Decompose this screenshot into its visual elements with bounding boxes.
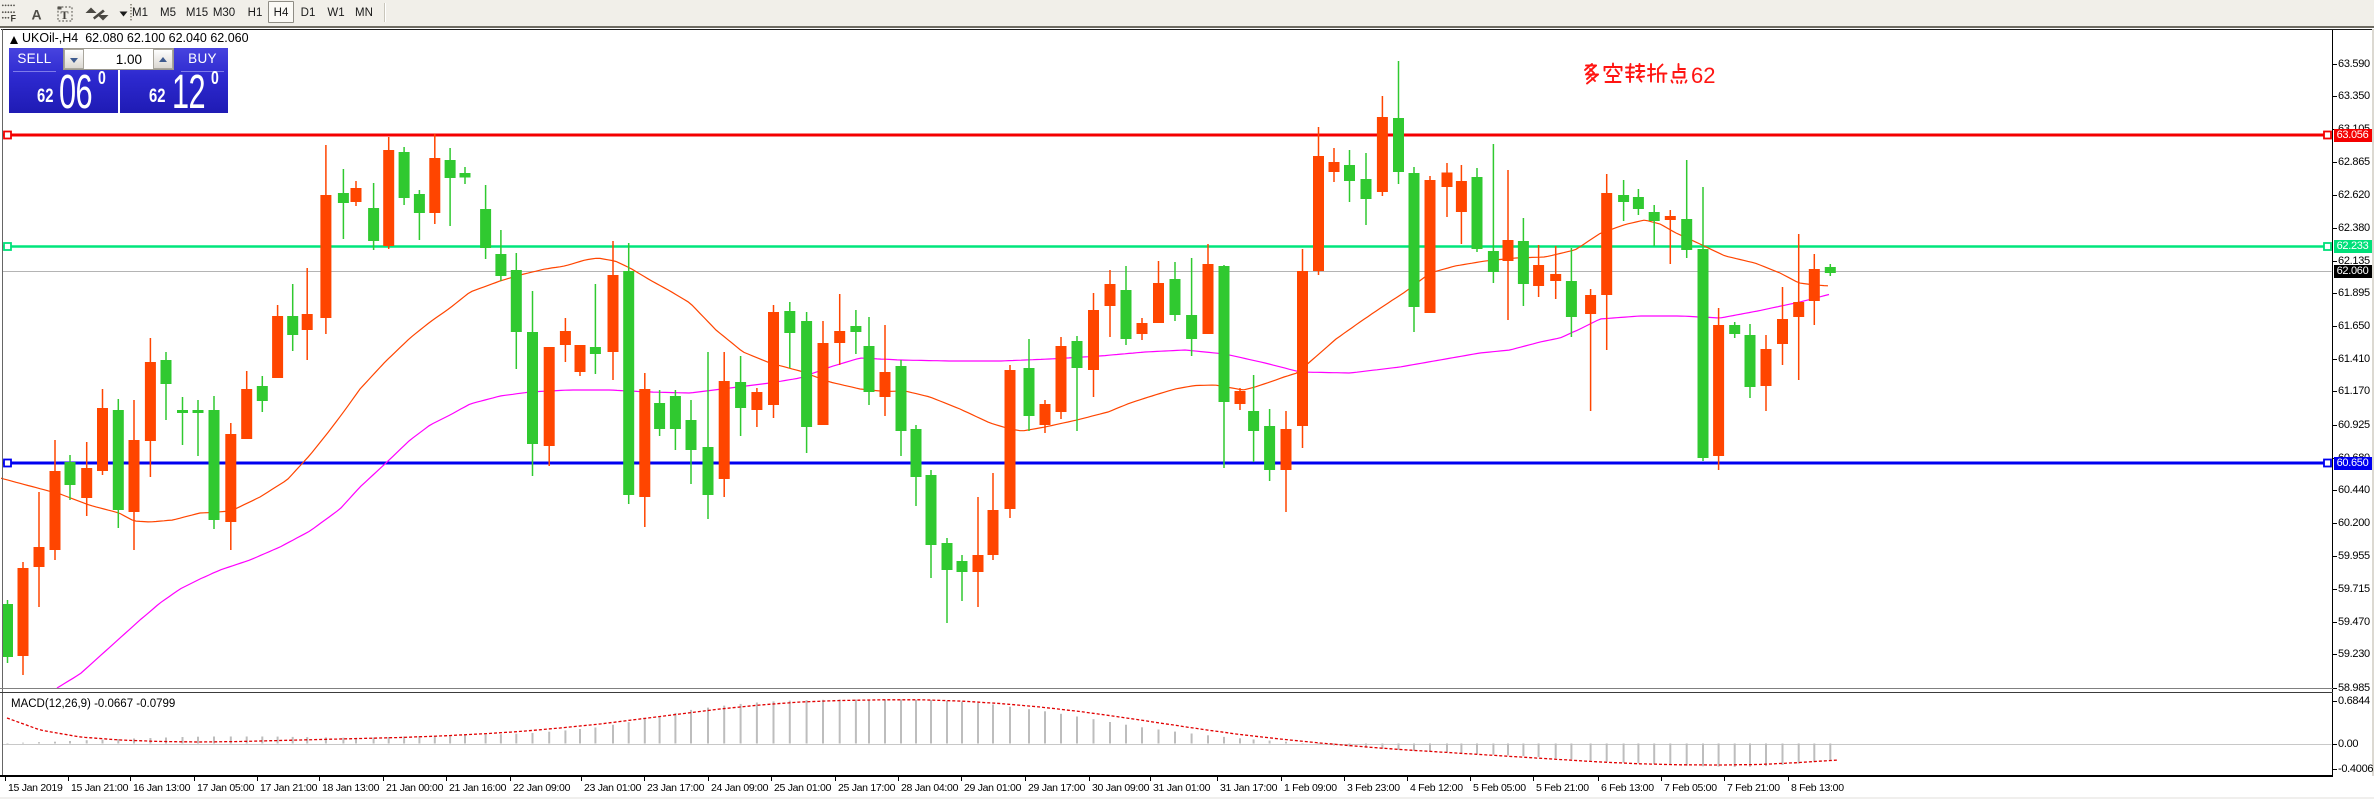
- svg-text:T: T: [60, 8, 68, 22]
- svg-text:62: 62: [1691, 63, 1715, 88]
- svg-text:A: A: [32, 7, 42, 23]
- svg-text:F: F: [11, 14, 17, 24]
